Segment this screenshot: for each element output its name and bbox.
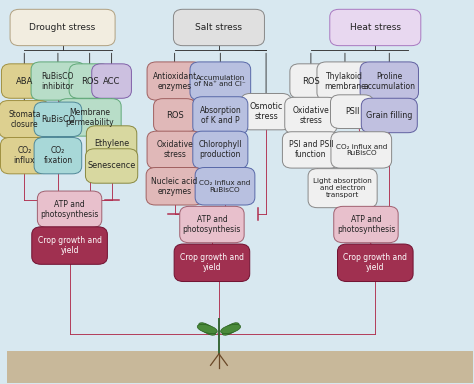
Text: CO₂
influx: CO₂ influx <box>14 146 35 165</box>
Text: RuBisCO
inhibitor: RuBisCO inhibitor <box>42 71 74 91</box>
Text: CO₂ influx and
RuBisCO: CO₂ influx and RuBisCO <box>199 180 251 193</box>
Text: CO₂
fixation: CO₂ fixation <box>43 146 73 165</box>
FancyBboxPatch shape <box>10 9 115 46</box>
Text: Crop growth and
yield: Crop growth and yield <box>37 236 101 255</box>
Text: Membrane
permeability: Membrane permeability <box>65 108 114 127</box>
Text: Crop growth and
yield: Crop growth and yield <box>180 253 244 272</box>
FancyBboxPatch shape <box>190 62 251 100</box>
FancyBboxPatch shape <box>0 137 48 174</box>
FancyBboxPatch shape <box>174 244 250 281</box>
FancyBboxPatch shape <box>37 191 102 227</box>
FancyBboxPatch shape <box>285 97 337 134</box>
Text: Grain filling: Grain filling <box>366 111 412 120</box>
Text: Chlorophyll
production: Chlorophyll production <box>199 141 242 159</box>
Text: Ethylene: Ethylene <box>94 139 129 147</box>
FancyBboxPatch shape <box>34 137 82 174</box>
Text: CO₂ influx and
RuBisCO: CO₂ influx and RuBisCO <box>336 144 387 156</box>
FancyBboxPatch shape <box>92 64 131 98</box>
Text: Absorption
of K and P: Absorption of K and P <box>200 106 241 125</box>
FancyBboxPatch shape <box>308 169 377 208</box>
Ellipse shape <box>222 323 239 335</box>
FancyBboxPatch shape <box>147 131 202 169</box>
Text: Stomata
closure: Stomata closure <box>8 110 41 129</box>
Text: ABA: ABA <box>16 76 33 86</box>
FancyBboxPatch shape <box>283 132 339 168</box>
FancyBboxPatch shape <box>337 244 413 281</box>
Text: Oxidative
stress: Oxidative stress <box>292 106 329 125</box>
Text: Drought stress: Drought stress <box>29 23 96 32</box>
Text: Salt stress: Salt stress <box>195 23 242 32</box>
Text: Light absorption
and electron
transport: Light absorption and electron transport <box>313 179 372 198</box>
Text: ROS: ROS <box>166 111 183 120</box>
FancyBboxPatch shape <box>361 98 417 133</box>
Ellipse shape <box>197 324 217 334</box>
FancyBboxPatch shape <box>58 99 121 136</box>
FancyBboxPatch shape <box>69 64 110 98</box>
FancyBboxPatch shape <box>290 64 332 98</box>
Text: ROS: ROS <box>81 76 99 86</box>
FancyBboxPatch shape <box>0 101 49 138</box>
FancyBboxPatch shape <box>85 149 138 183</box>
Text: PSI and PSII
function: PSI and PSII function <box>289 141 333 159</box>
Text: PSII: PSII <box>345 107 359 116</box>
FancyBboxPatch shape <box>330 95 374 129</box>
Text: Senescence: Senescence <box>88 162 136 170</box>
FancyBboxPatch shape <box>173 9 264 46</box>
Text: ACC: ACC <box>103 76 120 86</box>
FancyBboxPatch shape <box>193 131 248 169</box>
FancyBboxPatch shape <box>32 227 108 264</box>
Text: Antioxidant
enzymes: Antioxidant enzymes <box>153 71 197 91</box>
Text: ROS: ROS <box>302 76 320 86</box>
Text: Nucleic acid
enzymes: Nucleic acid enzymes <box>151 177 198 196</box>
FancyBboxPatch shape <box>1 64 47 98</box>
Text: Proline
accumulation: Proline accumulation <box>363 71 415 91</box>
FancyBboxPatch shape <box>331 132 392 168</box>
Bar <box>7 351 474 383</box>
FancyBboxPatch shape <box>154 99 196 132</box>
FancyBboxPatch shape <box>330 9 421 46</box>
Text: Osmotic
stress: Osmotic stress <box>249 102 283 121</box>
Text: Accumulation
of Na⁺ and Cl⁻: Accumulation of Na⁺ and Cl⁻ <box>194 74 246 88</box>
FancyBboxPatch shape <box>34 102 82 137</box>
FancyBboxPatch shape <box>180 206 244 243</box>
Text: ATP and
photosynthesis: ATP and photosynthesis <box>183 215 241 234</box>
Text: RuBisCO: RuBisCO <box>41 115 75 124</box>
FancyBboxPatch shape <box>193 97 248 134</box>
FancyBboxPatch shape <box>31 62 85 100</box>
FancyBboxPatch shape <box>241 93 292 130</box>
Text: Thylakoid
membrane: Thylakoid membrane <box>324 71 366 91</box>
FancyBboxPatch shape <box>146 167 203 205</box>
FancyBboxPatch shape <box>147 62 202 100</box>
Ellipse shape <box>199 323 216 335</box>
Text: Heat stress: Heat stress <box>350 23 401 32</box>
Ellipse shape <box>220 324 241 334</box>
Text: ATP and
photosynthesis: ATP and photosynthesis <box>337 215 395 234</box>
Text: Oxidative
stress: Oxidative stress <box>156 141 193 159</box>
FancyBboxPatch shape <box>334 206 398 243</box>
FancyBboxPatch shape <box>86 126 137 160</box>
FancyBboxPatch shape <box>195 167 255 205</box>
FancyBboxPatch shape <box>360 62 419 100</box>
Text: Crop growth and
yield: Crop growth and yield <box>343 253 407 272</box>
Text: ATP and
photosynthesis: ATP and photosynthesis <box>40 200 99 219</box>
FancyBboxPatch shape <box>317 62 373 100</box>
